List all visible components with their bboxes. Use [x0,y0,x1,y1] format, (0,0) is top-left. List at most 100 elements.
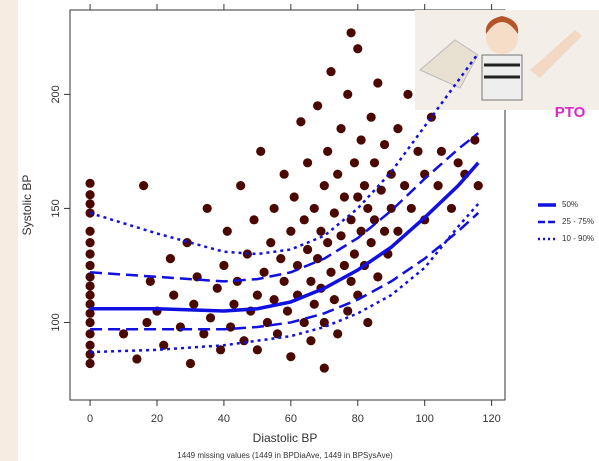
point [165,253,175,264]
point [333,169,343,179]
point [85,340,95,350]
point [256,146,266,157]
point [406,203,416,214]
point [279,169,289,179]
point [379,139,390,150]
point [356,135,366,145]
point [349,158,360,168]
point [159,340,169,350]
y-tick-label: 100 [50,313,62,331]
point [353,44,363,54]
point [142,317,152,328]
point [85,299,95,309]
point [259,267,269,277]
point [329,208,339,218]
point [339,260,349,271]
quantile-line [90,212,480,331]
quantile-line [89,132,480,283]
point [306,336,316,346]
x-tick-label: 100 [416,413,434,425]
point [236,181,246,191]
point [319,363,329,373]
point [215,345,226,355]
point [403,89,413,99]
point [309,203,319,214]
point [346,28,356,38]
point [393,123,403,134]
point [366,112,376,122]
point [85,329,95,339]
point [302,244,313,255]
x-tick-label: 0 [87,413,93,425]
point [85,178,95,188]
point [249,215,259,225]
point [85,358,95,369]
point [336,123,346,134]
legend-label: 10 - 90% [562,234,594,243]
points [85,28,483,373]
point [446,203,457,214]
point [400,181,410,191]
point [470,135,480,145]
point [373,78,383,88]
point [333,329,343,339]
point [473,181,483,191]
point [222,226,232,236]
x-axis-label: Diastolic BP [253,431,318,445]
point [229,299,239,309]
point [85,238,95,248]
footnote: 1449 missing values (1449 in BPDiaAve, 1… [177,451,393,460]
point [85,249,95,259]
point [366,238,376,248]
legend-label: 25 - 75% [562,217,594,226]
point [219,260,229,271]
point [199,329,209,339]
y-tick-label: 200 [50,85,62,103]
point [386,203,396,214]
point [316,226,326,236]
point [359,181,370,191]
point [323,238,333,248]
point [309,299,319,309]
point [336,231,346,241]
point [85,281,95,291]
point [276,253,286,264]
point [376,185,386,195]
point [205,313,216,323]
point [363,203,373,214]
point [85,260,95,271]
side-strip [0,0,18,461]
point [326,267,336,277]
point [369,215,380,225]
point [262,317,273,328]
point [279,276,289,287]
point [292,260,303,271]
point [363,317,373,328]
point [269,295,279,305]
point [329,295,339,305]
point [369,158,380,168]
point [326,66,336,77]
point [85,290,95,300]
point [349,249,360,259]
point [453,158,463,168]
point [299,215,309,225]
point [85,226,95,236]
point [139,181,149,191]
point [252,290,262,300]
point [346,276,356,287]
point [346,215,356,225]
point [202,203,212,214]
point [323,146,333,157]
point [182,238,192,248]
point [266,238,276,248]
point [343,89,353,99]
quantile-line [90,161,480,313]
x-tick-label: 120 [482,413,500,425]
legend-label: 50% [562,200,578,209]
point [169,290,179,300]
point [436,146,447,157]
point [313,253,323,264]
point [433,181,443,191]
